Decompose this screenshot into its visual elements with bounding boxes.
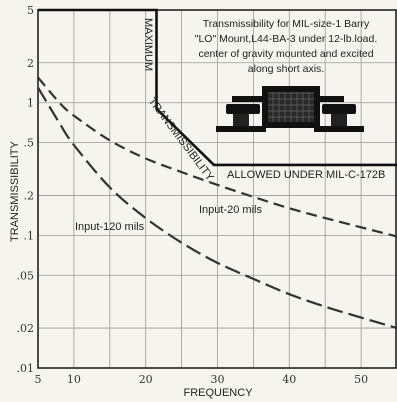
annotation-line: center of gravity mounted and excited xyxy=(198,48,373,60)
y-tick-label: .01 xyxy=(17,362,35,375)
y-tick-label: .05 xyxy=(17,269,35,282)
mount-illustration xyxy=(216,86,364,132)
series-line-max-transmissibility xyxy=(38,8,397,167)
y-tick-label: 2 xyxy=(27,57,34,70)
label-input-120: Input-120 mils xyxy=(75,221,145,233)
x-tick-label: 30 xyxy=(211,373,225,386)
tick-labels: 5 10 20 30 40 50 5 2 1 .5 .2 .1 .05 .02 .01 xyxy=(17,4,369,386)
series-line-input-120 xyxy=(37,87,397,330)
y-axis-title: TRANSMISSIBILITY xyxy=(9,140,21,242)
y-tick-label: .5 xyxy=(24,137,35,150)
x-tick-label: 50 xyxy=(354,373,368,386)
label-allowed: ALLOWED UNDER MIL-C-172B xyxy=(227,169,385,181)
annotation-line: Transmissibility for MIL-size-1 Barry xyxy=(203,18,370,30)
curves xyxy=(37,8,397,330)
plot-frame xyxy=(37,9,397,369)
plot-border xyxy=(37,9,397,369)
annotation-line: "LO" Mount,L44-BA-3 under 12-lb.load. xyxy=(195,33,378,45)
x-axis-title: FREQUENCY xyxy=(183,387,253,399)
x-tick-label: 20 xyxy=(139,373,153,386)
y-tick-label: 5 xyxy=(27,4,34,17)
y-tick-label: .2 xyxy=(24,189,35,202)
x-tick-label: 5 xyxy=(35,373,42,386)
series-line-input-20 xyxy=(37,76,397,238)
label-maximum: MAXIMUM xyxy=(142,18,154,71)
y-tick-label: .1 xyxy=(24,229,35,242)
x-tick-label: 40 xyxy=(282,373,296,386)
y-tick-label: .02 xyxy=(17,322,35,335)
annotation-block: Transmissibility for MIL-size-1 Barry "L… xyxy=(195,18,378,75)
y-tick-label: 1 xyxy=(27,97,34,110)
label-input-20: Input-20 mils xyxy=(199,204,262,216)
grid xyxy=(38,10,397,368)
x-tick-label: 10 xyxy=(67,373,81,386)
annotation-line: along short axis. xyxy=(248,63,324,75)
